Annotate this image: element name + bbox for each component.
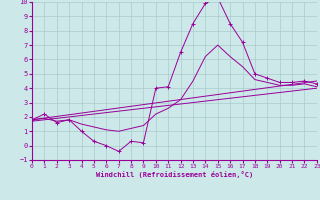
- X-axis label: Windchill (Refroidissement éolien,°C): Windchill (Refroidissement éolien,°C): [96, 171, 253, 178]
